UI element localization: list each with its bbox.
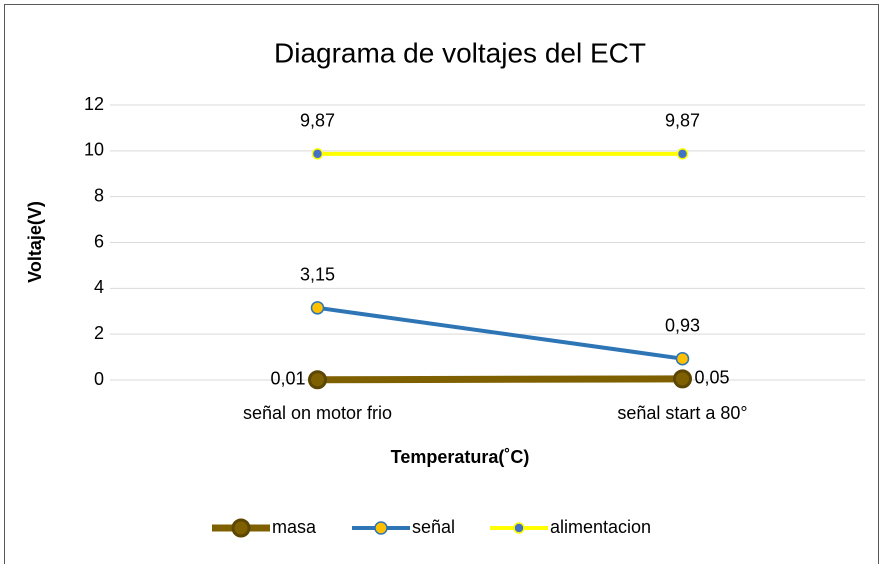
legend-label: masa [272,517,317,537]
y-tick-label: 8 [94,185,104,205]
legend-marker [231,518,251,538]
y-tick-label: 2 [94,323,104,343]
x-tick-label: señal start a 80° [617,403,747,423]
data-point [675,351,690,366]
series-line [317,305,683,361]
legend-label: señal [412,517,455,537]
y-tick-label: 4 [94,277,104,297]
series-line [317,375,683,384]
chart-border [4,4,879,564]
data-label: 9,87 [300,111,335,131]
legend-marker [513,522,525,534]
x-axis-title: Temperatura(˚C) [391,447,530,467]
y-axis-title: Voltaje(V) [25,201,45,283]
data-label: 0,05 [695,368,730,388]
chart-title: Diagrama de voltajes del ECT [274,37,646,68]
data-point [310,301,325,315]
y-tick-label: 6 [94,231,104,251]
y-tick-label: 10 [84,140,104,160]
y-tick-label: 12 [84,94,104,114]
data-label: 9,87 [665,111,700,131]
data-label: 3,15 [300,265,335,285]
x-tick-label: señal on motor frio [243,403,392,423]
data-label: 0,93 [665,315,700,335]
legend-label: alimentacion [550,517,651,537]
data-point [311,148,324,160]
data-point [676,148,689,160]
y-tick-label: 0 [94,369,104,389]
data-point [673,369,692,389]
data-label: 0,01 [270,369,305,389]
data-point [308,370,327,390]
legend-marker [374,521,388,535]
